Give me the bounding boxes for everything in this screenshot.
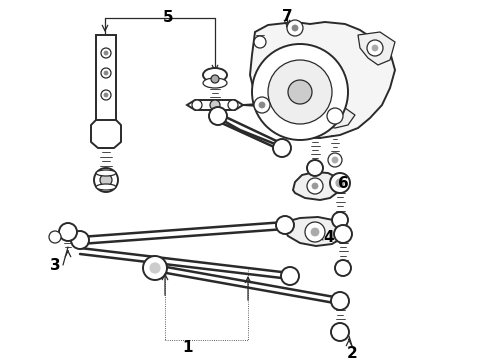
Ellipse shape <box>203 68 227 82</box>
Circle shape <box>307 178 323 194</box>
Circle shape <box>330 173 350 193</box>
Circle shape <box>192 100 202 110</box>
Circle shape <box>334 225 352 243</box>
Circle shape <box>101 68 111 78</box>
Circle shape <box>331 323 349 341</box>
Circle shape <box>104 93 108 97</box>
Circle shape <box>276 216 294 234</box>
Polygon shape <box>315 108 355 128</box>
Polygon shape <box>358 32 395 65</box>
Text: 4: 4 <box>323 230 334 244</box>
Circle shape <box>331 292 349 310</box>
Circle shape <box>101 48 111 58</box>
Circle shape <box>287 20 303 36</box>
Circle shape <box>273 139 291 157</box>
Circle shape <box>332 157 338 163</box>
Circle shape <box>292 25 298 31</box>
Circle shape <box>101 90 111 100</box>
Polygon shape <box>283 217 343 246</box>
Circle shape <box>328 153 342 167</box>
Circle shape <box>254 36 266 48</box>
Circle shape <box>305 222 325 242</box>
Text: 7: 7 <box>282 9 293 24</box>
Circle shape <box>210 100 220 110</box>
Text: 2: 2 <box>346 346 357 360</box>
Text: 6: 6 <box>338 175 349 190</box>
Ellipse shape <box>96 170 116 176</box>
Circle shape <box>211 75 219 83</box>
Polygon shape <box>250 22 395 138</box>
Circle shape <box>104 51 108 55</box>
Circle shape <box>252 44 348 140</box>
Circle shape <box>49 231 61 243</box>
Circle shape <box>327 108 343 124</box>
Circle shape <box>307 160 323 176</box>
Circle shape <box>143 256 167 280</box>
Circle shape <box>281 267 299 285</box>
Circle shape <box>332 212 348 228</box>
Polygon shape <box>187 100 243 110</box>
Circle shape <box>335 260 351 276</box>
Circle shape <box>311 228 319 236</box>
Polygon shape <box>293 172 342 200</box>
Circle shape <box>228 100 238 110</box>
Ellipse shape <box>96 184 116 190</box>
Circle shape <box>94 168 118 192</box>
Circle shape <box>254 97 270 113</box>
Circle shape <box>259 102 265 108</box>
Circle shape <box>336 179 344 187</box>
Circle shape <box>282 222 288 228</box>
Circle shape <box>268 60 332 124</box>
Circle shape <box>312 183 318 189</box>
Circle shape <box>277 217 293 233</box>
Circle shape <box>367 40 383 56</box>
Ellipse shape <box>203 78 227 88</box>
Text: 3: 3 <box>49 257 60 273</box>
Polygon shape <box>96 35 116 120</box>
Circle shape <box>150 263 160 273</box>
Text: 1: 1 <box>183 341 193 356</box>
Circle shape <box>209 107 227 125</box>
Circle shape <box>372 45 378 51</box>
Circle shape <box>71 231 89 249</box>
Circle shape <box>59 223 77 241</box>
Circle shape <box>104 71 108 75</box>
Circle shape <box>100 174 112 186</box>
Text: 5: 5 <box>163 10 173 25</box>
Circle shape <box>288 80 312 104</box>
